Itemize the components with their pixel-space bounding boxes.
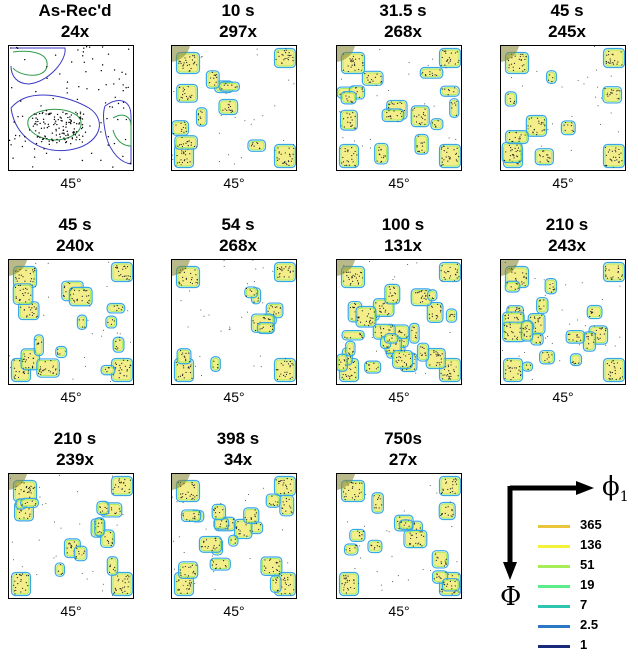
- legend-entry: 7: [538, 596, 638, 616]
- panel-magnitude-label: 245x: [548, 22, 586, 41]
- legend-label: 51: [580, 557, 595, 572]
- odf-section-plot: [336, 473, 462, 599]
- legend-label: 365: [580, 517, 602, 532]
- panel-magnitude-label: 243x: [548, 236, 586, 255]
- legend-entry: 19: [538, 576, 638, 596]
- legend-swatch: [538, 585, 570, 588]
- panel-time-label: 210 s: [545, 215, 589, 234]
- odf-section-plot: [500, 259, 626, 385]
- panel-angle-label: 45°: [223, 175, 245, 191]
- panel-magnitude-label: 34x: [223, 450, 253, 469]
- legend: ϕ1 Φ 365 136 51 19 7 2.5 1: [498, 472, 638, 652]
- legend-swatch: [538, 625, 570, 628]
- odf-section-plot: [171, 473, 297, 599]
- panel-magnitude-label: 268x: [384, 22, 422, 41]
- odf-section-plot: [336, 259, 462, 385]
- panel-time-label: 54 s: [221, 215, 255, 234]
- panel-magnitude-label: 24x: [60, 22, 90, 41]
- legend-entry: 1: [538, 636, 638, 656]
- panel-time-label: 31.5 s: [379, 1, 427, 20]
- panel-angle-label: 45°: [388, 175, 410, 191]
- panel-angle-label: 45°: [60, 175, 82, 191]
- panel-magnitude-label: 297x: [219, 22, 257, 41]
- panel-angle-label: 45°: [60, 603, 82, 619]
- odf-section-plot: [8, 259, 134, 385]
- legend-entry: 136: [538, 536, 638, 556]
- panel-angle-label: 45°: [552, 389, 574, 405]
- odf-section-plot: [500, 45, 626, 171]
- panel-magnitude-label: 27x: [388, 450, 418, 469]
- legend-label: 136: [580, 537, 602, 552]
- panel-time-label: 45 s: [58, 215, 92, 234]
- panel-time-label: 398 s: [216, 429, 260, 448]
- legend-swatch: [538, 545, 570, 548]
- legend-label: 7: [580, 597, 588, 612]
- legend-swatch: [538, 565, 570, 568]
- legend-label: 19: [580, 577, 595, 592]
- panel-magnitude-label: 240x: [56, 236, 94, 255]
- legend-label: 2.5: [580, 617, 599, 632]
- panel-angle-label: 45°: [223, 389, 245, 405]
- panel-time-label: 100 s: [381, 215, 425, 234]
- odf-section-plot: [8, 45, 134, 171]
- panel-angle-label: 45°: [388, 389, 410, 405]
- panel-time-label: As-Rec'd: [38, 1, 112, 20]
- panel-magnitude-label: 239x: [56, 450, 94, 469]
- panel-angle-label: 45°: [223, 603, 245, 619]
- legend-label: 1: [580, 637, 588, 652]
- odf-section-plot: [171, 45, 297, 171]
- odf-section-plot: [336, 45, 462, 171]
- panel-angle-label: 45°: [60, 389, 82, 405]
- legend-entry: 51: [538, 556, 638, 576]
- panel-time-label: 210 s: [53, 429, 97, 448]
- odf-section-plot: [8, 473, 134, 599]
- panel-angle-label: 45°: [388, 603, 410, 619]
- legend-swatch: [538, 605, 570, 608]
- legend-entry: 365: [538, 516, 638, 536]
- panel-time-label: 750s: [384, 429, 422, 448]
- panel-magnitude-label: 131x: [384, 236, 422, 255]
- legend-entry: 2.5: [538, 616, 638, 636]
- axes-arrows: [503, 481, 594, 580]
- panel-angle-label: 45°: [552, 175, 574, 191]
- panel-magnitude-label: 268x: [219, 236, 257, 255]
- panel-time-label: 45 s: [550, 1, 584, 20]
- Phi-axis-label: Φ: [500, 582, 522, 612]
- Phi-arrowhead: [503, 562, 517, 580]
- odf-section-plot: [171, 259, 297, 385]
- phi1-axis-label: ϕ1: [602, 472, 629, 506]
- legend-swatch: [538, 645, 570, 648]
- legend-swatch: [538, 525, 570, 528]
- panel-time-label: 10 s: [221, 1, 255, 20]
- phi1-arrowhead: [576, 481, 594, 495]
